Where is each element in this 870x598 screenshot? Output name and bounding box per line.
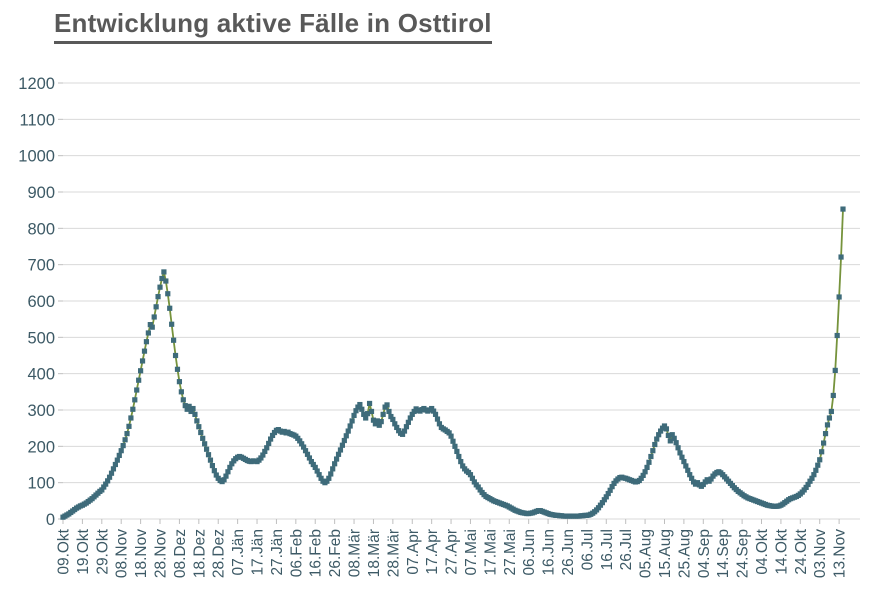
y-axis-labels: 0 100 200 300 400 500 600 700 800 900 1000 1100 1200 <box>18 75 55 529</box>
svg-text:1000: 1000 <box>18 148 55 166</box>
svg-text:14.Sep: 14.Sep <box>715 529 732 578</box>
svg-text:17.Apr: 17.Apr <box>424 529 441 575</box>
svg-text:27.Apr: 27.Apr <box>444 529 461 575</box>
svg-text:24.Okt: 24.Okt <box>793 528 810 574</box>
svg-text:14.Okt: 14.Okt <box>773 528 790 574</box>
svg-text:18.Nov: 18.Nov <box>133 529 150 578</box>
svg-text:19.Okt: 19.Okt <box>75 528 92 574</box>
svg-text:07.Apr: 07.Apr <box>405 529 422 575</box>
svg-text:08.Mär: 08.Mär <box>347 529 364 577</box>
svg-text:600: 600 <box>27 293 55 311</box>
svg-text:04.Okt: 04.Okt <box>754 528 771 574</box>
x-axis-ticks <box>62 519 840 524</box>
svg-text:09.Okt: 09.Okt <box>56 528 73 574</box>
svg-text:16.Jul: 16.Jul <box>599 529 616 570</box>
svg-text:24.Sep: 24.Sep <box>735 529 752 578</box>
svg-text:07.Jän: 07.Jän <box>230 529 247 576</box>
svg-text:16.Feb: 16.Feb <box>308 529 325 577</box>
svg-text:03.Nov: 03.Nov <box>812 529 829 578</box>
series-line <box>62 209 844 518</box>
svg-text:0: 0 <box>46 511 55 529</box>
svg-text:1200: 1200 <box>18 75 55 93</box>
chart-title: Entwicklung aktive Fälle in Osttirol <box>54 8 492 44</box>
svg-text:15.Aug: 15.Aug <box>657 529 674 578</box>
svg-text:18.Dez: 18.Dez <box>191 529 208 578</box>
svg-text:25.Aug: 25.Aug <box>676 529 693 578</box>
svg-text:1100: 1100 <box>20 111 55 129</box>
svg-text:29.Okt: 29.Okt <box>94 528 111 574</box>
y-gridlines <box>63 82 860 520</box>
svg-text:16.Jun: 16.Jun <box>541 529 558 576</box>
svg-text:300: 300 <box>27 402 55 420</box>
svg-text:06.Feb: 06.Feb <box>288 529 305 577</box>
svg-text:27.Mai: 27.Mai <box>502 529 519 576</box>
svg-text:900: 900 <box>27 184 55 202</box>
svg-text:04.Sep: 04.Sep <box>696 529 713 578</box>
svg-text:13.Nov: 13.Nov <box>832 529 849 578</box>
svg-text:07.Mai: 07.Mai <box>463 529 480 576</box>
svg-text:100: 100 <box>27 475 55 493</box>
svg-text:05.Aug: 05.Aug <box>638 529 655 578</box>
svg-text:28.Mär: 28.Mär <box>385 529 402 577</box>
svg-text:700: 700 <box>27 257 55 275</box>
svg-text:26.Jun: 26.Jun <box>560 529 577 576</box>
x-axis-labels: 09.Okt 19.Okt 29.Okt 08.Nov 18.Nov 28.Nov 08.D… <box>56 528 849 578</box>
svg-text:400: 400 <box>27 366 55 384</box>
svg-text:08.Dez: 08.Dez <box>172 529 189 578</box>
svg-text:17.Jän: 17.Jän <box>250 529 267 576</box>
svg-text:08.Nov: 08.Nov <box>114 529 131 578</box>
svg-text:17.Mai: 17.Mai <box>482 529 499 576</box>
svg-text:500: 500 <box>27 329 55 347</box>
svg-text:28.Nov: 28.Nov <box>153 529 170 578</box>
series-markers <box>60 206 846 520</box>
svg-text:06.Jul: 06.Jul <box>579 529 596 570</box>
svg-text:200: 200 <box>27 438 55 456</box>
y-axis-ticks <box>58 82 63 520</box>
svg-text:28.Dez: 28.Dez <box>211 529 228 578</box>
svg-text:26.Feb: 26.Feb <box>327 529 344 577</box>
svg-text:06.Jun: 06.Jun <box>521 529 538 576</box>
svg-text:27.Jän: 27.Jän <box>269 529 286 576</box>
svg-text:18.Mär: 18.Mär <box>366 529 383 577</box>
svg-text:26.Jul: 26.Jul <box>618 529 635 570</box>
svg-text:800: 800 <box>27 220 55 238</box>
